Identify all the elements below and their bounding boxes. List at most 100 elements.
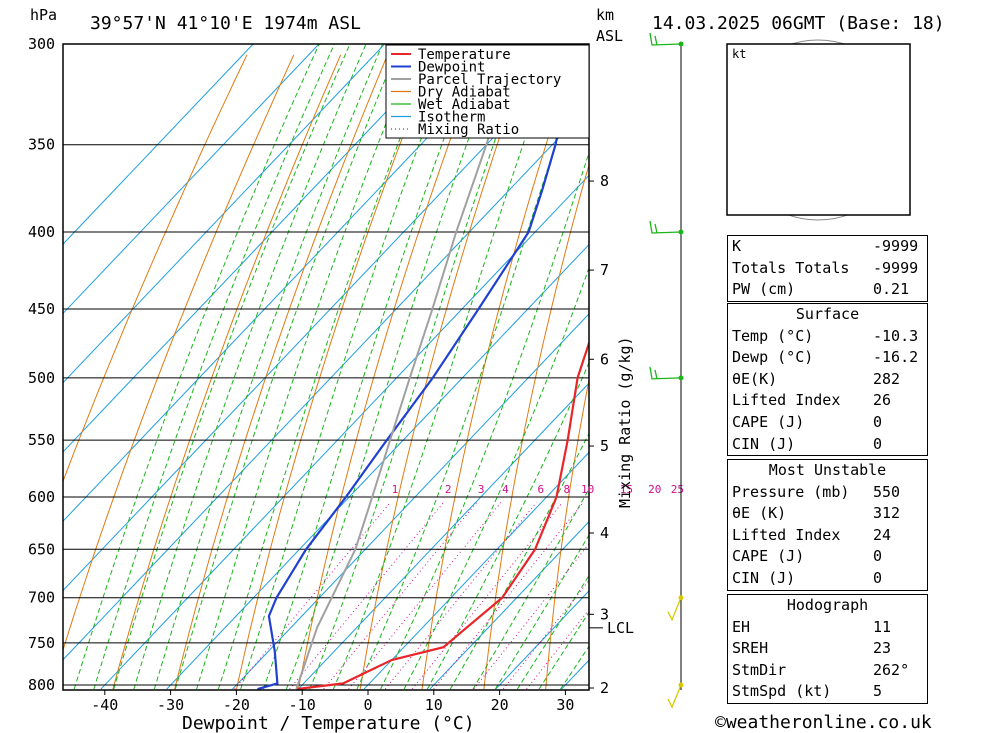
mixing-ratio-line bbox=[502, 579, 589, 690]
most-unstable-key: Lifted Index bbox=[732, 525, 841, 544]
dry-adiabat-line bbox=[483, 162, 589, 690]
wet-adiabat-line bbox=[240, 44, 458, 690]
wind-barb bbox=[649, 220, 682, 234]
hodograph-row: SREH 23 bbox=[728, 638, 927, 660]
legend-entry-isotherm: Isotherm bbox=[418, 110, 485, 126]
wet-adiabat-line bbox=[494, 534, 589, 690]
x-tick-label: -10 bbox=[289, 696, 316, 714]
dry-adiabat-line bbox=[63, 54, 248, 483]
isotherm-line bbox=[63, 44, 451, 453]
dry-adiabat-line bbox=[421, 54, 576, 690]
dry-adiabat-line bbox=[359, 54, 529, 690]
isotherm-line bbox=[429, 520, 589, 690]
wet-adiabat-line bbox=[285, 44, 504, 690]
isotherm-line bbox=[297, 382, 589, 690]
x-tick-label: 10 bbox=[425, 696, 443, 714]
pressure-unit-label: hPa bbox=[30, 6, 57, 24]
km-tick-label: 7 bbox=[600, 261, 609, 279]
most-unstable-value: 312 bbox=[873, 504, 901, 523]
km-label: km bbox=[596, 6, 614, 24]
parcel-trajectory-line bbox=[295, 44, 518, 690]
hodograph-row: EH 11 bbox=[728, 617, 927, 639]
index-row: K -9999 bbox=[728, 236, 927, 258]
x-tick-label: 0 bbox=[363, 696, 372, 714]
wind-barb bbox=[649, 32, 682, 46]
isotherm-line bbox=[232, 313, 589, 690]
dry-adiabat-line bbox=[297, 54, 482, 690]
hodograph-value: 11 bbox=[873, 617, 892, 636]
most-unstable-panel: Most Unstable Pressure (mb) 550 θE (K) 312… bbox=[727, 459, 928, 591]
km-tick-label: 2 bbox=[600, 679, 609, 697]
most-unstable-row: CAPE (J) 0 bbox=[728, 546, 927, 568]
mixing-ratio-label: 15 bbox=[620, 483, 633, 496]
km-tick-label: 4 bbox=[600, 524, 609, 542]
plot-frame bbox=[62, 43, 590, 691]
legend-entry-wet-adiabat: Wet Adiabat bbox=[418, 97, 511, 113]
mixing-ratio-line bbox=[289, 502, 445, 690]
most-unstable-value: 550 bbox=[873, 482, 901, 501]
x-tick-label: -20 bbox=[223, 696, 250, 714]
indices-panel: K -9999 Totals Totals -9999 PW (cm) 0.21 bbox=[727, 235, 928, 302]
pressure-tick-label: 800 bbox=[28, 676, 55, 694]
hodograph-unit-label: kt bbox=[732, 47, 746, 61]
most-unstable-title: Most Unstable bbox=[768, 461, 887, 479]
mixing-ratio-label: 25 bbox=[671, 483, 684, 496]
hodograph-key: EH bbox=[732, 617, 751, 636]
dewpoint-line bbox=[257, 44, 577, 690]
pressure-tick-label: 550 bbox=[28, 431, 55, 449]
pressure-tick-label: 600 bbox=[28, 488, 55, 506]
isotherm-line bbox=[63, 44, 583, 592]
index-row: PW (cm) 0.21 bbox=[728, 279, 927, 301]
surface-value: 26 bbox=[873, 391, 892, 410]
hodograph-frame bbox=[726, 43, 911, 216]
wet-adiabat-line bbox=[356, 44, 589, 690]
surface-title: Surface bbox=[795, 305, 860, 323]
hodograph-value: 5 bbox=[873, 682, 883, 701]
wet-adiabat-line bbox=[380, 151, 589, 690]
surface-row: θE(K) 282 bbox=[728, 369, 927, 391]
pressure-tick-label: 750 bbox=[28, 634, 55, 652]
most-unstable-key: CAPE (J) bbox=[732, 547, 805, 566]
surface-value: -16.2 bbox=[873, 348, 919, 367]
dry-adiabat-line bbox=[966, 55, 996, 689]
wet-adiabat-line bbox=[196, 44, 419, 690]
mixing-ratio-label: 2 bbox=[445, 483, 452, 496]
index-value: -9999 bbox=[873, 237, 919, 255]
asl-label: ASL bbox=[596, 27, 623, 45]
most-unstable-value: 0 bbox=[873, 547, 883, 566]
surface-key: Dewp (°C) bbox=[732, 348, 814, 367]
surface-value: -10.3 bbox=[873, 326, 919, 345]
most-unstable-key: CIN (J) bbox=[732, 568, 796, 587]
wet-adiabat-line bbox=[93, 44, 335, 690]
index-key: K bbox=[732, 237, 742, 255]
x-tick-label: 20 bbox=[491, 696, 509, 714]
index-value: 0.21 bbox=[873, 280, 910, 299]
lcl-label: LCL bbox=[607, 619, 634, 637]
index-row: Totals Totals -9999 bbox=[728, 258, 927, 280]
wet-adiabat-line bbox=[73, 44, 320, 690]
km-tick-label: 5 bbox=[600, 437, 609, 455]
isotherm-line bbox=[166, 243, 589, 690]
mixing-ratio-label: 3 bbox=[478, 483, 485, 496]
surface-value: 282 bbox=[873, 369, 901, 388]
surface-panel: Surface Temp (°C) -10.3 Dewp (°C) -16.2 θE… bbox=[727, 303, 928, 457]
x-axis-title: Dewpoint / Temperature (°C) bbox=[182, 713, 475, 733]
most-unstable-row: θE (K) 312 bbox=[728, 503, 927, 525]
wet-adiabat-line bbox=[113, 44, 351, 690]
km-tick-label: 6 bbox=[600, 350, 609, 368]
wind-barb bbox=[667, 684, 682, 709]
pressure-tick-label: 500 bbox=[28, 369, 55, 387]
dry-adiabat-line bbox=[63, 54, 295, 652]
surface-key: Temp (°C) bbox=[732, 326, 814, 345]
mixing-ratio-label: 6 bbox=[537, 483, 544, 496]
legend-entry-dry-adiabat: Dry Adiabat bbox=[418, 85, 511, 101]
mixing-ratio-line bbox=[384, 502, 537, 690]
legend-entry-mixing-ratio: Mixing Ratio bbox=[418, 122, 519, 138]
location-title: 39°57'N 41°10'E 1974m ASL bbox=[90, 13, 361, 34]
pressure-tick-label: 400 bbox=[28, 223, 55, 241]
most-unstable-key: θE (K) bbox=[732, 504, 787, 523]
surface-row: Lifted Index 26 bbox=[728, 390, 927, 412]
index-key: PW (cm) bbox=[732, 280, 796, 299]
hodograph-key: SREH bbox=[732, 639, 769, 658]
